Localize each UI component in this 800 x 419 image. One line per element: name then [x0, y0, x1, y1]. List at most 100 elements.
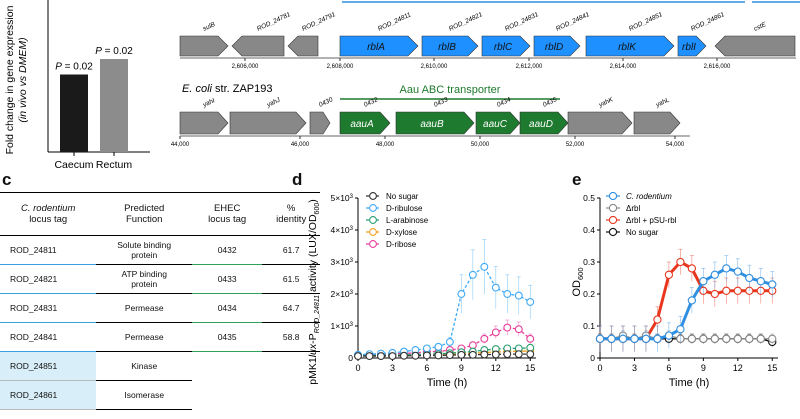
bar-annotation: P = 0.02 [95, 46, 133, 57]
data-point [733, 286, 742, 295]
gene-label: rblK [618, 42, 637, 53]
coord-label: 2,612,000 [516, 64, 543, 70]
data-point [733, 334, 742, 343]
data-point [411, 351, 420, 360]
data-point [664, 331, 674, 340]
series-line [600, 260, 773, 341]
table-row: ROD_24831 Permease 0434 64.7 [0, 293, 320, 323]
data-point [756, 334, 765, 343]
data-point [722, 286, 731, 295]
data-point [653, 315, 662, 324]
cell-crod-locus: ROD_24821 [0, 264, 97, 294]
data-point [491, 350, 500, 359]
data-point [503, 290, 512, 298]
data-point [526, 343, 535, 352]
legend-label: D-xylose [386, 228, 418, 237]
gene-label: rblA [367, 42, 385, 53]
x-axis-label: Time (h) [427, 377, 468, 389]
gene-arrow [231, 35, 285, 57]
data-point [676, 325, 685, 334]
gene-arrow [677, 35, 707, 57]
coord-label: 2,606,000 [232, 64, 259, 70]
gene-small-label: ROD_24811 [377, 11, 413, 33]
x-tick-label: 15 [767, 363, 777, 373]
cell-function: ATP binding protein [96, 264, 193, 294]
legend-label: C. rodentium [626, 192, 672, 201]
bar-annotation: P = 0.02 [55, 62, 93, 73]
data-point [687, 334, 697, 343]
x-tick-label: 0 [355, 363, 360, 373]
x-tick-label: 15 [525, 363, 535, 373]
y-tick-label: 0.1 [583, 321, 595, 331]
gene-label: rblC [494, 42, 513, 53]
gene-label: aauB [420, 119, 444, 130]
data-point [514, 325, 523, 334]
panel-letter-e: e [572, 170, 582, 189]
data-point [457, 290, 466, 298]
gene-small-label: 0435 [542, 96, 558, 109]
coord-label: 2,616,000 [704, 64, 731, 70]
gene-small-label: yahI [201, 97, 216, 109]
coord-label: 2,608,000 [327, 64, 354, 70]
gene-arrow [179, 35, 229, 57]
table-c: C. rodentium locus tag Predicted Function … [0, 192, 320, 410]
legend-label: D-ribulose [386, 204, 423, 213]
gene-label: rblD [545, 42, 563, 53]
legend-swatch-marker [608, 227, 618, 237]
gene-arrow [309, 111, 331, 135]
data-point [768, 334, 777, 343]
x-tick-label: 12 [491, 363, 501, 373]
data-point [388, 352, 397, 361]
cell-ehec-locus [192, 381, 262, 410]
data-point [526, 334, 535, 343]
gene-label: rblB [438, 42, 456, 53]
gene-arrow [287, 35, 319, 57]
series-line [357, 326, 531, 356]
cell-identity: 58.8 [262, 322, 320, 352]
y-tick-label: 3×103 [331, 257, 354, 267]
aau-operon-label: Aau ABC transporter [400, 84, 501, 96]
table-row: ROD_24821 ATP binding protein 0433 61.5 [0, 264, 320, 294]
data-point [468, 270, 477, 279]
cell-identity: 64.7 [262, 293, 320, 323]
gene-arrow [714, 35, 796, 57]
legend-swatch-marker [369, 240, 377, 248]
legend-swatch-marker [608, 215, 618, 225]
data-point [468, 350, 477, 359]
y-tick-label: 0.2 [583, 289, 595, 299]
gene-small-label: 0430 [318, 96, 334, 109]
data-point [687, 296, 697, 305]
cell-crod-locus: ROD_24841 [0, 322, 97, 352]
gene-small-label: yahJ [265, 96, 282, 109]
data-point [503, 323, 512, 332]
cell-function: Isomerase [96, 380, 193, 410]
gene-label: aauA [350, 119, 374, 130]
y-tick-label: 0 [348, 353, 353, 363]
y-tick-label: 2×103 [331, 289, 354, 299]
gene-small-label: ROD_24791 [301, 11, 337, 33]
x-tick-label: 9 [459, 363, 464, 373]
data-point [710, 270, 719, 279]
data-point [491, 283, 500, 292]
series-line [600, 266, 773, 341]
y-tick-label: 0 [590, 353, 595, 363]
legend-label: L-arabinose [386, 216, 429, 225]
data-point [618, 334, 628, 343]
data-point [526, 298, 535, 306]
coord-label: 44,000 [171, 142, 190, 148]
gene-label: aauC [483, 119, 508, 130]
gene-small-label: cstE [753, 21, 768, 33]
legend-swatch-marker [369, 216, 377, 224]
data-point [607, 334, 616, 343]
gene-small-label: ROD_24781 [256, 11, 292, 33]
gene-small-label: ROD_24831 [504, 11, 540, 33]
coord-label: 2,614,000 [610, 64, 637, 70]
bar-chart-ylabel-line2: (in vivo vs DMEM) [17, 37, 29, 122]
x-tick-label: 12 [733, 363, 743, 373]
cell-crod-locus: ROD_24861 [0, 380, 97, 410]
gene-arrow [421, 35, 479, 57]
gene-arrow [519, 111, 569, 135]
gene-arrow [475, 111, 521, 135]
data-point [457, 350, 466, 359]
panel-letter-c: c [2, 170, 12, 189]
